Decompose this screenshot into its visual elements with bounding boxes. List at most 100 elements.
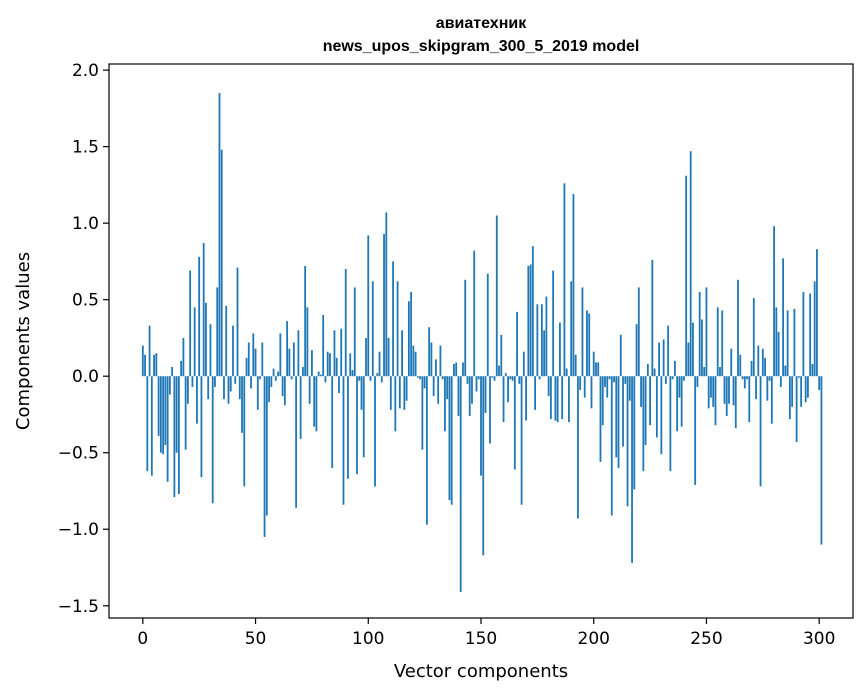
bar: [525, 376, 527, 421]
bar: [166, 376, 169, 482]
bar: [297, 330, 300, 377]
bar: [148, 325, 151, 377]
bar: [446, 376, 449, 400]
bar: [256, 376, 259, 410]
bar: [252, 333, 255, 377]
bar: [644, 376, 647, 446]
y-tick-label: 1.5: [72, 138, 99, 158]
bar: [786, 310, 789, 377]
x-axis-label: Vector components: [394, 661, 568, 682]
y-tick-label: 0.5: [72, 291, 99, 311]
bar: [421, 376, 424, 450]
bar: [398, 376, 401, 409]
bar: [543, 330, 546, 377]
bar: [750, 360, 753, 377]
bar: [493, 376, 496, 381]
bar: [628, 376, 631, 401]
bar: [565, 368, 568, 377]
bar: [457, 376, 460, 416]
bar: [369, 376, 372, 381]
bar: [732, 376, 735, 406]
bar: [430, 342, 433, 377]
bar: [313, 376, 316, 427]
bar: [403, 376, 406, 410]
bar: [486, 273, 489, 377]
bar: [516, 311, 518, 377]
bar: [626, 376, 629, 507]
bar: [608, 376, 611, 380]
bar: [286, 321, 289, 377]
bar: [207, 376, 210, 400]
bar: [734, 376, 737, 429]
bar: [701, 319, 703, 377]
bar: [779, 376, 782, 387]
bar: [349, 353, 352, 377]
bar: [220, 149, 223, 377]
bar: [617, 376, 620, 469]
bar: [338, 376, 340, 394]
bar: [480, 376, 482, 476]
bar: [277, 371, 279, 377]
bar: [164, 376, 167, 446]
bar: [556, 376, 559, 423]
bar: [529, 264, 532, 377]
bar: [807, 376, 809, 398]
bar: [725, 376, 728, 416]
bar: [500, 334, 503, 377]
bar: [703, 367, 706, 377]
bar: [633, 376, 636, 490]
bar: [311, 350, 313, 377]
bar: [211, 376, 214, 504]
bar: [791, 376, 794, 407]
bar: [570, 281, 573, 377]
bar: [182, 337, 185, 377]
bar: [241, 376, 243, 433]
bar: [637, 287, 640, 377]
bar: [793, 308, 796, 377]
chart-subtitle: news_upos_skipgram_300_5_2019 model: [323, 38, 640, 55]
bar: [360, 376, 363, 410]
bar: [491, 376, 494, 378]
bar: [635, 324, 638, 377]
bar: [376, 373, 379, 377]
bar: [489, 376, 491, 444]
bar: [802, 292, 805, 377]
bar: [818, 376, 821, 390]
bar: [193, 307, 196, 377]
bar: [705, 287, 708, 377]
bar: [236, 267, 239, 377]
bar: [223, 376, 225, 400]
bar: [184, 376, 187, 450]
bar: [225, 305, 228, 377]
bar: [800, 376, 803, 407]
bar: [268, 376, 270, 403]
bar: [673, 360, 676, 377]
bar: [759, 376, 762, 487]
bar: [439, 345, 442, 377]
bar: [592, 351, 595, 377]
bar: [577, 376, 579, 519]
y-axis-ticks: −1.5 −1.0 −0.5 0.0 0.5 1.0 1.5 2.0: [58, 61, 109, 617]
bar: [383, 233, 385, 377]
bar: [730, 348, 733, 377]
bar: [552, 270, 555, 377]
bar: [653, 368, 656, 377]
x-tick-label: 50: [245, 629, 267, 649]
bar: [687, 342, 690, 377]
bar: [261, 342, 264, 377]
bar: [281, 376, 284, 397]
bar: [712, 376, 715, 407]
bar: [646, 363, 649, 377]
bar: [540, 304, 543, 377]
bar: [353, 287, 356, 377]
bar: [547, 376, 550, 397]
bar: [664, 376, 667, 384]
bar: [200, 376, 203, 478]
bar: [441, 376, 444, 380]
bar: [295, 376, 298, 508]
bar: [214, 376, 216, 387]
bar: [768, 376, 771, 381]
bar: [283, 376, 286, 406]
bar: [274, 376, 277, 381]
bar: [175, 376, 178, 453]
